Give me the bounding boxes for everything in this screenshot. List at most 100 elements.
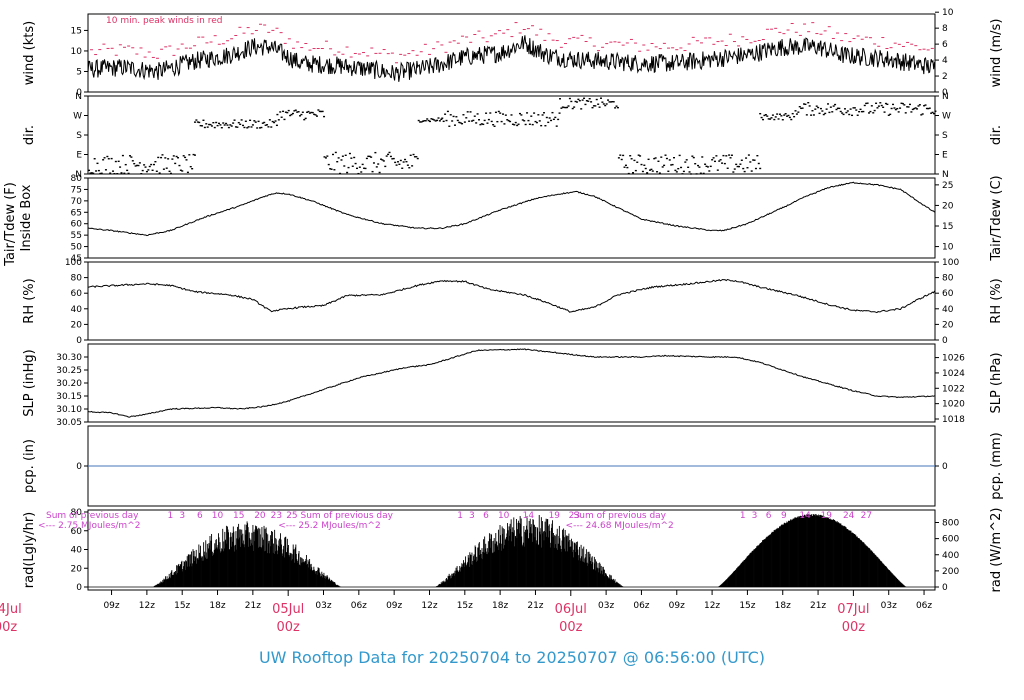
rad-hour-label-10: 10 — [498, 511, 510, 521]
dir-tick-left-4: N — [75, 92, 82, 102]
rad-tick-left-4: 80 — [71, 508, 83, 518]
time-tick-20: 06z — [916, 601, 932, 611]
rad-hour-label-7: 1 — [457, 511, 463, 521]
footer-title: UW Rooftop Data for 20250704 to 20250707… — [0, 648, 1024, 667]
temp-frame — [87, 177, 936, 259]
time-tick-17: 18z — [775, 601, 791, 611]
slp-tick-left-1: 30.10 — [56, 405, 82, 415]
date-sublabel-0: 00z — [0, 620, 17, 635]
footer-at: @ 06:56:00 — [622, 648, 716, 667]
rh-tick-left-4: 80 — [71, 274, 83, 284]
dir-tick-right-0: N — [942, 170, 949, 180]
wind-tick-left-2: 10 — [71, 47, 83, 57]
rh-ylabel-right: RH (%) — [989, 278, 1004, 323]
slp-tick-left-5: 30.30 — [56, 353, 82, 363]
rh-tick-right-0: 0 — [942, 336, 948, 346]
rad-hour-label-21: 27 — [861, 511, 872, 521]
time-tick-15: 12z — [704, 601, 720, 611]
pcp-ylabel-left: pcp. (in) — [22, 439, 37, 493]
rh-line — [87, 278, 936, 314]
wind-annotation: 10 min. peak winds in red — [106, 16, 223, 26]
rad-tick-left-1: 20 — [71, 564, 83, 574]
temp-tick-right-2: 20 — [942, 201, 954, 211]
rad-hour-label-13: 23 — [569, 511, 580, 521]
rad-sum-value-2: <--- 24.68 MJoules/m^2 — [566, 521, 674, 531]
time-tick-3: 18z — [209, 601, 225, 611]
temp-tick-left-4: 65 — [71, 208, 82, 218]
rad-tick-right-4: 800 — [942, 519, 959, 529]
rad-hour-label-0: 1 — [168, 511, 174, 521]
rad-sum-value-0: <--- 2.75 MJoules/m^2 — [38, 521, 140, 531]
footer-start: 20250704 — [428, 648, 511, 667]
time-tick-14: 09z — [669, 601, 685, 611]
time-tick-11: 21z — [527, 601, 543, 611]
temp-ylabel-left: Tair/Tdew (F) — [3, 182, 18, 267]
rad-tick-right-3: 600 — [942, 535, 959, 545]
dir-tick-left-3: W — [73, 112, 82, 122]
dir-tick-left-2: S — [76, 131, 82, 141]
time-tick-6: 06z — [351, 601, 367, 611]
slp-tick-right-2: 1022 — [942, 384, 965, 394]
time-tick-16: 15z — [739, 601, 755, 611]
date-sublabel-3: 00z — [842, 620, 866, 635]
rad-tick-left-2: 40 — [71, 546, 83, 556]
wind-ylabel-left: wind (kts) — [22, 21, 37, 85]
wind-tick-left-1: 5 — [76, 67, 82, 77]
rad-hour-label-5: 20 — [254, 511, 266, 521]
dir-tick-right-4: N — [942, 92, 949, 102]
time-tick-19: 03z — [881, 601, 897, 611]
date-label-3: 07Jul — [837, 602, 869, 617]
slp-tick-right-4: 1026 — [942, 354, 965, 364]
rad-hour-label-11: 14 — [523, 511, 535, 521]
rad-hour-label-6: 23 — [271, 511, 282, 521]
rad-ylabel-left: rad(Lgly/hr) — [22, 512, 37, 588]
date-sublabel-1: 00z — [276, 620, 300, 635]
time-tick-2: 15z — [174, 601, 190, 611]
dir-ylabel-right: dir. — [989, 125, 1004, 145]
rh-frame — [87, 261, 936, 341]
wind-tick-right-1: 2 — [942, 72, 948, 82]
date-label-0: 04Jul — [0, 602, 22, 617]
rad-hour-label-19: 19 — [821, 511, 833, 521]
footer-end: 20250707 — [536, 648, 618, 667]
date-sublabel-2: 00z — [559, 620, 583, 635]
wind-ylabel-right: wind (m/s) — [989, 19, 1004, 88]
time-tick-0: 09z — [103, 601, 119, 611]
rad-tick-right-2: 400 — [942, 551, 959, 561]
rad-sum-value-1: <--- 25.2 MJoules/m^2 — [278, 521, 380, 531]
temp-tick-left-5: 70 — [71, 197, 83, 207]
rh-tick-left-0: 0 — [76, 336, 82, 346]
dir-frame — [87, 95, 936, 175]
wind-tick-right-3: 6 — [942, 40, 948, 50]
temp-tick-left-3: 60 — [71, 220, 83, 230]
slp-tick-right-0: 1018 — [942, 415, 965, 425]
footer-tz: (UTC) — [720, 648, 766, 667]
wind-tick-left-0: 0 — [76, 88, 82, 98]
rh-tick-left-2: 40 — [71, 305, 83, 315]
wind-frame — [87, 13, 936, 93]
dir-tick-right-2: S — [942, 131, 948, 141]
rh-tick-right-1: 20 — [942, 320, 954, 330]
temp-tick-left-2: 55 — [71, 231, 82, 241]
dir-ylabel-left: dir. — [22, 125, 37, 145]
rh-tick-right-3: 60 — [942, 289, 954, 299]
rad-hour-label-15: 3 — [752, 511, 758, 521]
time-tick-12: 03z — [598, 601, 614, 611]
rad-hour-label-12: 19 — [549, 511, 561, 521]
pcp-ylabel-right: pcp. (mm) — [989, 432, 1004, 499]
temp-tick-left-7: 80 — [71, 174, 83, 184]
temp-line — [87, 181, 935, 237]
dir-tick-right-1: E — [942, 151, 948, 161]
temp-ylabel-inside: Inside Box — [19, 184, 34, 251]
footer-prefix: UW Rooftop Data for — [258, 648, 424, 667]
rad-hour-label-18: 14 — [799, 511, 811, 521]
slp-tick-right-3: 1024 — [942, 369, 965, 379]
time-tick-13: 06z — [633, 601, 649, 611]
time-tick-1: 12z — [139, 601, 155, 611]
rad-hour-label-2: 6 — [197, 511, 203, 521]
rad-sum-title-2: Sum of previous day — [574, 511, 667, 521]
wind-mean-line — [87, 35, 935, 82]
slp-line — [87, 348, 935, 418]
slp-tick-right-1: 1020 — [942, 400, 965, 410]
time-tick-18: 21z — [810, 601, 826, 611]
